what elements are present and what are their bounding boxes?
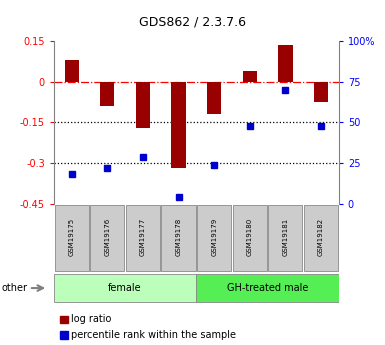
Bar [171, 82, 186, 168]
Bar [278, 46, 293, 82]
Text: other: other [2, 283, 28, 293]
Bar [136, 82, 150, 128]
Text: GH-treated male: GH-treated male [227, 283, 308, 293]
FancyBboxPatch shape [233, 205, 267, 271]
Text: GSM19181: GSM19181 [282, 218, 288, 256]
Text: GSM19180: GSM19180 [247, 218, 253, 256]
FancyBboxPatch shape [197, 205, 231, 271]
Bar [243, 71, 257, 82]
Text: GSM19177: GSM19177 [140, 218, 146, 256]
Text: percentile rank within the sample: percentile rank within the sample [71, 330, 236, 339]
Text: GDS862 / 2.3.7.6: GDS862 / 2.3.7.6 [139, 16, 246, 29]
FancyBboxPatch shape [126, 205, 160, 271]
Text: GSM19179: GSM19179 [211, 218, 217, 256]
FancyBboxPatch shape [304, 205, 338, 271]
Text: female: female [108, 283, 142, 293]
Text: GSM19176: GSM19176 [104, 218, 110, 256]
Text: GSM19175: GSM19175 [69, 218, 75, 256]
Text: GSM19178: GSM19178 [176, 218, 182, 256]
FancyBboxPatch shape [196, 274, 339, 302]
Bar [207, 82, 221, 115]
Bar [314, 82, 328, 102]
Text: log ratio: log ratio [71, 314, 112, 324]
FancyBboxPatch shape [268, 205, 303, 271]
FancyBboxPatch shape [161, 205, 196, 271]
Text: GSM19182: GSM19182 [318, 218, 324, 256]
FancyBboxPatch shape [54, 274, 196, 302]
Bar [100, 82, 114, 106]
FancyBboxPatch shape [55, 205, 89, 271]
FancyBboxPatch shape [90, 205, 124, 271]
Bar [65, 60, 79, 82]
